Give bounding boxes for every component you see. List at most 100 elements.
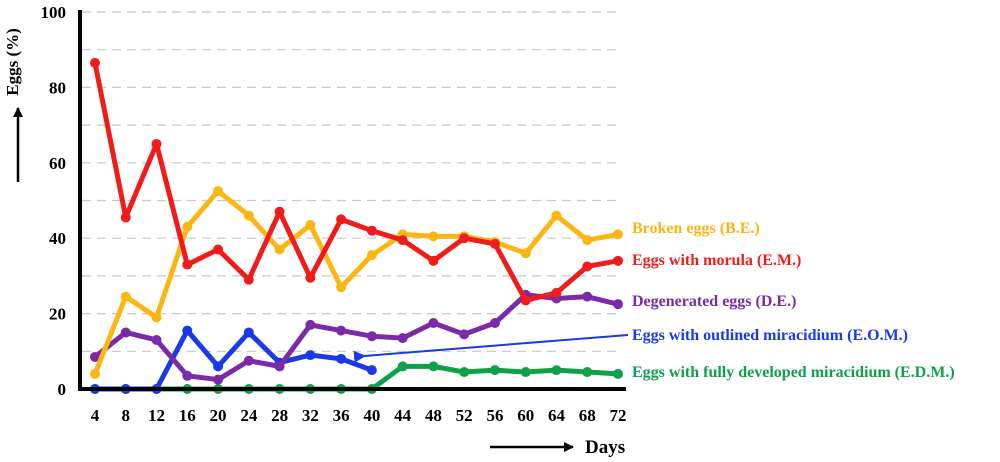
y-axis-label: Eggs (%) (3, 28, 22, 96)
data-point (613, 255, 623, 266)
y-tick-label: 0 (58, 380, 67, 399)
legend-eggs-fully-developed-miracidium: Eggs with fully developed miracidium (E.… (632, 364, 955, 381)
x-tick-label: 40 (363, 406, 380, 425)
x-tick-label: 64 (548, 406, 566, 425)
data-point (336, 282, 347, 293)
data-point (428, 318, 439, 329)
data-point (428, 361, 439, 372)
data-point (366, 331, 377, 342)
data-point (90, 57, 100, 68)
data-point (336, 353, 347, 364)
x-tick-label: 20 (210, 406, 227, 425)
x-tick-label: 24 (240, 406, 258, 425)
data-point (151, 138, 162, 149)
data-point (459, 233, 470, 244)
data-point (582, 291, 593, 302)
data-point (243, 355, 254, 366)
series-line (92, 363, 621, 392)
data-point (336, 214, 347, 225)
x-tick-label: 60 (517, 406, 534, 425)
data-point (428, 231, 439, 242)
eom-pointer-arrow-icon (353, 334, 629, 363)
series-1 (90, 57, 623, 306)
data-point (120, 212, 131, 223)
data-point (336, 325, 347, 336)
data-point (120, 291, 131, 302)
legend-broken-eggs: Broken eggs (B.E.) (632, 220, 760, 237)
x-tick-label: 28 (271, 406, 288, 425)
data-point (243, 210, 254, 221)
data-point (182, 221, 193, 232)
x-tick-label: 16 (179, 406, 196, 425)
data-point (305, 272, 316, 283)
data-point (613, 368, 623, 379)
x-tick-label: 44 (394, 406, 412, 425)
series-layer (90, 57, 623, 394)
data-point (182, 325, 193, 336)
data-point (90, 368, 100, 379)
data-point (397, 333, 408, 344)
data-point (243, 274, 254, 285)
data-point (366, 365, 377, 376)
x-tick-label: 32 (302, 406, 319, 425)
x-tick-labels: 4 8 12 16 20 24 28 32 36 40 44 48 52 56 60 64 68 72 (91, 406, 627, 425)
data-point (489, 238, 500, 249)
series-line (92, 292, 621, 383)
data-point (305, 350, 316, 361)
data-point (243, 327, 254, 338)
data-point (182, 370, 193, 381)
data-point (459, 367, 470, 378)
series-line (92, 328, 375, 392)
data-point (366, 250, 377, 261)
data-point (213, 374, 224, 385)
data-point (613, 299, 623, 310)
data-point (489, 365, 500, 376)
x-tick-label: 36 (333, 406, 350, 425)
x-axis-label: Days (585, 437, 625, 458)
x-tick-label: 4 (91, 406, 100, 425)
data-point (274, 206, 285, 217)
data-point (213, 244, 224, 255)
y-tick-label: 20 (49, 305, 66, 324)
legend: Broken eggs (B.E.) Eggs with morula (E.M… (632, 220, 955, 381)
data-point (489, 318, 500, 329)
data-point (551, 287, 562, 298)
data-point (366, 225, 377, 236)
data-point (613, 229, 623, 240)
data-point (305, 220, 316, 231)
data-point (582, 367, 593, 378)
data-point (213, 186, 224, 197)
data-point (582, 235, 593, 246)
legend-degenerated-eggs: Degenerated eggs (D.E.) (632, 293, 796, 310)
x-tick-label: 72 (610, 406, 627, 425)
y-tick-label: 80 (49, 78, 66, 97)
x-tick-label: 48 (425, 406, 442, 425)
data-point (151, 334, 162, 345)
data-point (520, 248, 531, 259)
data-point (459, 329, 470, 340)
data-point (213, 361, 224, 372)
series-0 (90, 186, 623, 379)
data-point (397, 235, 408, 246)
x-tick-label: 8 (122, 406, 131, 425)
data-point (520, 295, 531, 306)
data-point (582, 261, 593, 272)
data-point (182, 259, 193, 270)
x-tick-label: 12 (148, 406, 165, 425)
data-point (274, 361, 285, 372)
x-tick-label: 52 (456, 406, 473, 425)
data-point (120, 327, 131, 338)
legend-eggs-with-morula: Eggs with morula (E.M.) (632, 252, 801, 269)
x-tick-label: 56 (486, 406, 503, 425)
data-point (90, 351, 100, 362)
y-tick-label: 60 (49, 154, 66, 173)
data-point (551, 365, 562, 376)
data-point (151, 312, 162, 323)
data-point (397, 361, 408, 372)
legend-eggs-outlined-miracidium: Eggs with outlined miracidium (E.O.M.) (632, 327, 908, 344)
data-point (274, 244, 285, 255)
y-tick-label: 40 (49, 229, 66, 248)
y-tick-label: 100 (41, 3, 67, 22)
series-line (92, 60, 621, 303)
